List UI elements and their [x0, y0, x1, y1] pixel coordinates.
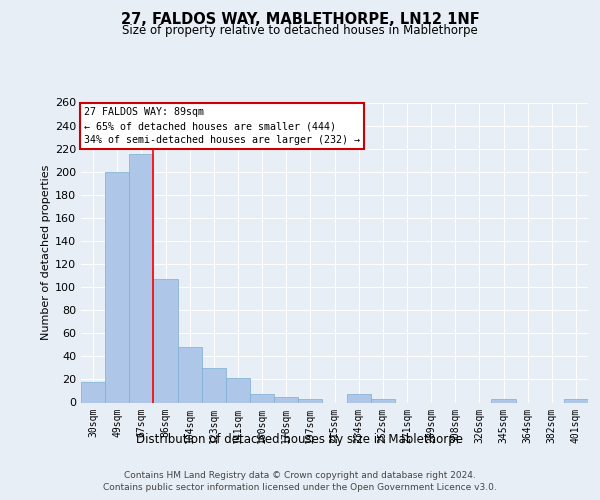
Bar [298, 399, 322, 402]
Text: Distribution of detached houses by size in Mablethorpe: Distribution of detached houses by size … [137, 432, 464, 446]
Bar [491, 399, 515, 402]
Bar [129, 154, 154, 402]
Bar [371, 399, 395, 402]
Y-axis label: Number of detached properties: Number of detached properties [41, 165, 51, 340]
Bar [250, 394, 274, 402]
Bar [105, 172, 129, 402]
Text: Size of property relative to detached houses in Mablethorpe: Size of property relative to detached ho… [122, 24, 478, 37]
Bar [154, 279, 178, 402]
Text: Contains public sector information licensed under the Open Government Licence v3: Contains public sector information licen… [103, 482, 497, 492]
Bar [274, 396, 298, 402]
Bar [347, 394, 371, 402]
Bar [81, 382, 105, 402]
Text: 27 FALDOS WAY: 89sqm
← 65% of detached houses are smaller (444)
34% of semi-deta: 27 FALDOS WAY: 89sqm ← 65% of detached h… [83, 107, 359, 145]
Bar [178, 347, 202, 403]
Text: Contains HM Land Registry data © Crown copyright and database right 2024.: Contains HM Land Registry data © Crown c… [124, 471, 476, 480]
Text: 27, FALDOS WAY, MABLETHORPE, LN12 1NF: 27, FALDOS WAY, MABLETHORPE, LN12 1NF [121, 12, 479, 28]
Bar [226, 378, 250, 402]
Bar [564, 399, 588, 402]
Bar [202, 368, 226, 402]
